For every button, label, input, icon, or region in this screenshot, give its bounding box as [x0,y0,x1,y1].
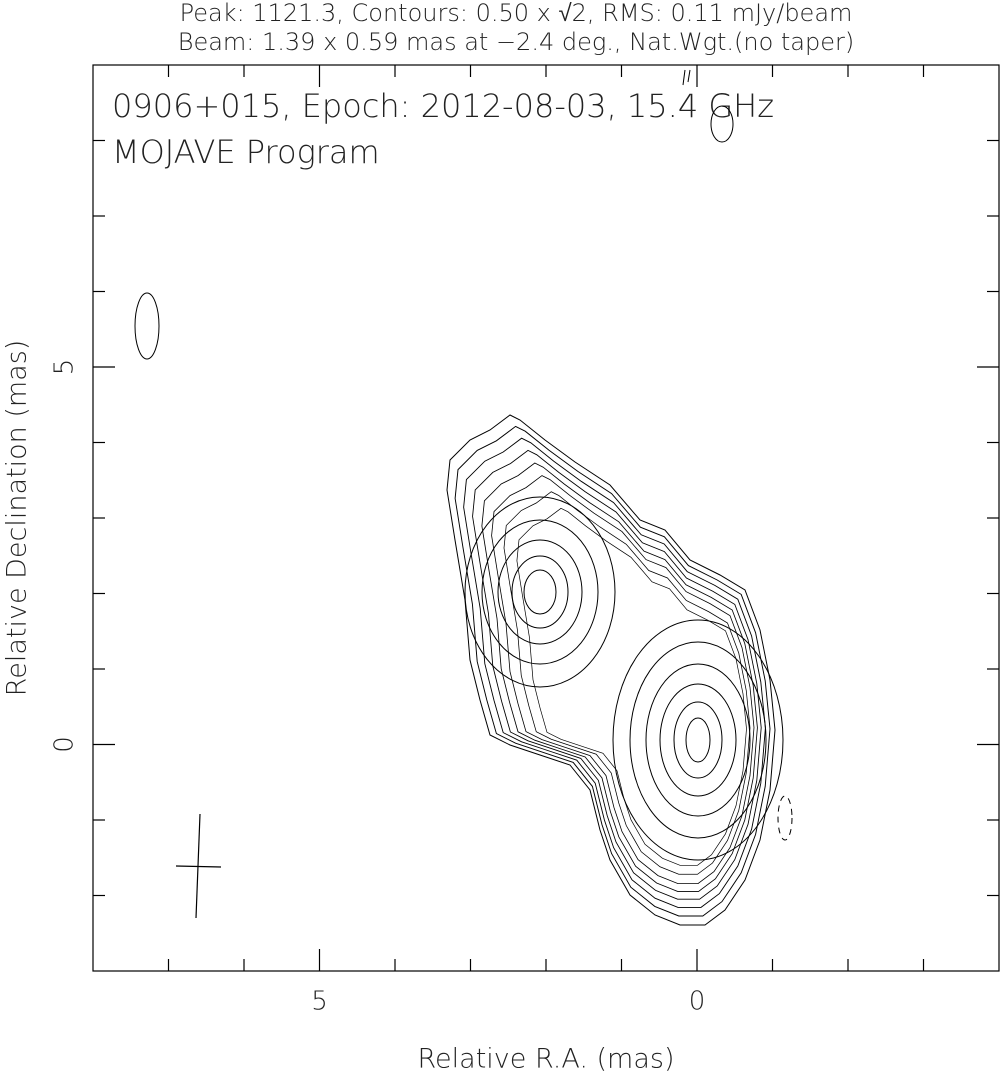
beam-minor [175,865,222,868]
chart-subtitle: MOJAVE Program [112,133,380,171]
contour [523,569,557,615]
x-axis-label: Relative R.A. (mas) [418,1044,675,1075]
negative-contour [777,795,793,841]
contour [659,683,737,797]
contour [511,555,569,629]
y-tick-label: 5 [50,359,80,376]
header-line: Peak: 1121.3, Contours: 0.50 x √2, RMS: … [180,0,853,27]
y-tick-label: 0 [50,736,80,753]
header-line: Beam: 1.39 x 0.59 mas at −2.4 deg., Nat.… [178,28,855,56]
contour [516,507,747,866]
contour [503,491,751,875]
contour [682,69,691,86]
contour [645,663,751,817]
chart-title: 0906+015, Epoch: 2012-08-03, 15.4 GHz [112,87,774,125]
contour [134,292,160,360]
contour [673,701,723,779]
contour [612,619,784,861]
x-tick-label: 0 [689,987,706,1017]
contour [710,105,734,143]
contour [446,414,776,926]
contour [491,475,755,884]
x-tick-label: 5 [311,987,328,1017]
plot-frame [92,64,1000,972]
contour [497,539,583,645]
contour [481,519,599,665]
contour [685,717,711,763]
contours [134,69,793,926]
contour [464,496,616,688]
contour [454,425,771,917]
y-axis-label: Relative Declination (mas) [2,340,33,697]
contour [481,462,758,892]
beam [175,813,222,919]
contour [629,641,767,839]
